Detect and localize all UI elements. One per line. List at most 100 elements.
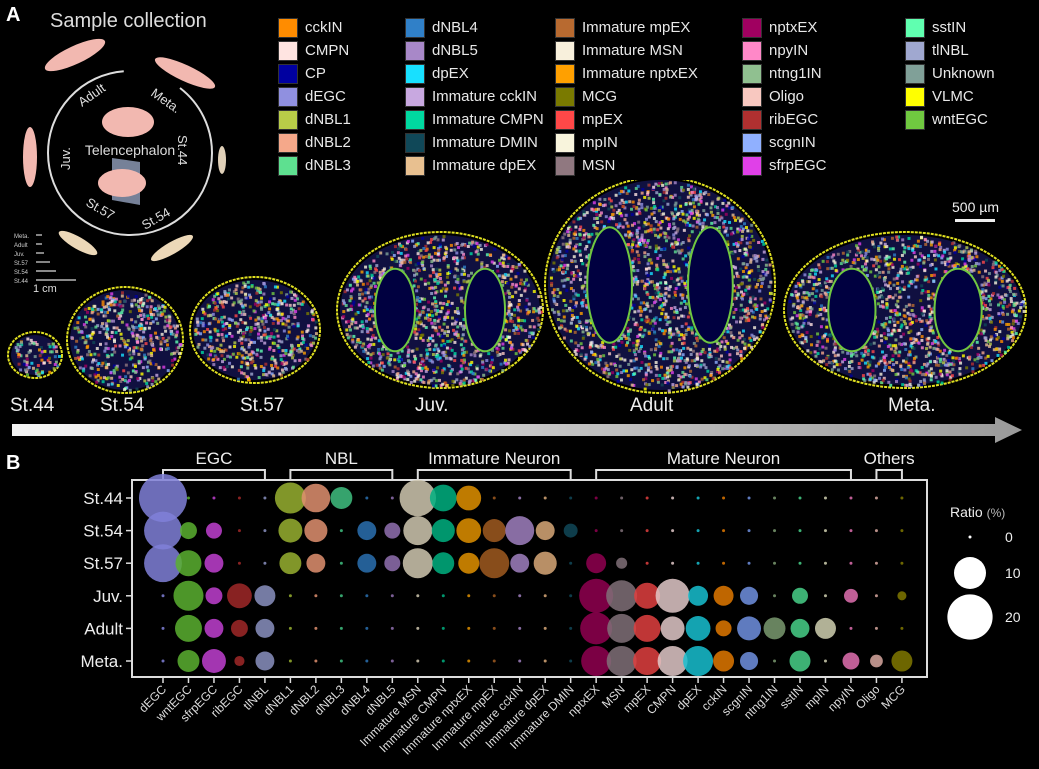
row-label: Meta.	[80, 652, 123, 671]
legend-label: scgnIN	[769, 134, 816, 151]
tissue-section-2	[66, 286, 184, 394]
dot-St.44-dNBL5	[390, 496, 394, 500]
scale-bar-label: 500 µm	[952, 199, 999, 215]
legend-label: MCG	[582, 88, 617, 105]
legend-swatch	[405, 40, 425, 61]
dot-Juv.-nptxEX	[579, 578, 614, 613]
dot-St.44-Immature mpEX	[492, 496, 496, 500]
dot-Meta.-MSN	[606, 645, 637, 677]
dot-St.54-Immature CMPN	[431, 519, 455, 543]
dot-Meta.-MCG	[891, 650, 913, 672]
dot-St.44-Immature MSN	[399, 479, 437, 517]
dot-St.54-Oligo	[874, 529, 878, 533]
dot-St.57-CMPN	[671, 561, 675, 565]
legend-label: ntng1IN	[769, 65, 822, 82]
legend-swatch	[278, 40, 298, 61]
dot-Meta.-nptxEX	[581, 645, 612, 677]
dot-St.54-MCG	[900, 529, 904, 533]
legend-swatch	[278, 86, 298, 107]
axolotl-meta-icon	[154, 57, 216, 89]
legend-swatch	[905, 17, 925, 38]
dot-St.44-Oligo	[874, 496, 878, 500]
stage-label: Adult	[630, 395, 674, 416]
dot-Juv.-Immature MSN	[416, 594, 420, 598]
size-legend-dot	[954, 557, 986, 589]
dot-St.54-tlNBL	[263, 529, 267, 533]
dot-Juv.-dNBL2	[314, 594, 318, 598]
tissue-sections	[7, 180, 1027, 394]
stage-label: Meta.	[888, 395, 936, 416]
group-label: NBL	[325, 449, 358, 468]
dot-Adult-tlNBL	[255, 618, 275, 638]
dot-St.54-dNBL3	[339, 529, 343, 533]
dot-St.54-Immature DMIN	[563, 523, 578, 538]
dot-Juv.-cckIN	[713, 585, 734, 606]
group-label: Others	[864, 449, 915, 468]
row-label: St.57	[83, 554, 123, 573]
group-bracket	[875, 469, 903, 480]
group-label: Mature Neuron	[667, 449, 780, 468]
dot-St.54-mpEX	[645, 529, 649, 533]
dot-St.57-mpIN	[823, 561, 827, 565]
legend-item: dNBL3	[278, 155, 351, 176]
tissue-section-1	[7, 331, 63, 379]
legend-item: dNBL5	[405, 40, 478, 61]
dot-St.57-npyIN	[849, 561, 853, 565]
body-size-scale: Meta. Adult Juv. St.57 St.54 St.44	[14, 234, 76, 285]
legend-label: dNBL3	[305, 157, 351, 174]
meta-label: Meta.	[148, 85, 183, 116]
axolotl-juv-icon	[23, 127, 37, 187]
dot-Meta.-dNBL1	[288, 659, 292, 663]
dot-Meta.-dpEX	[683, 645, 714, 677]
dot-St.57-Immature MSN	[402, 548, 433, 579]
tissue-section-4	[336, 231, 544, 389]
legend-swatch	[278, 109, 298, 130]
dot-Meta.-dNBL3	[339, 659, 343, 663]
dot-St.57-cckIN	[722, 561, 726, 565]
legend-item: Immature nptxEX	[555, 63, 698, 84]
st44-label: St.44	[175, 135, 190, 165]
panel-a-letter: A	[6, 4, 21, 26]
legend-swatch	[278, 17, 298, 38]
dot-St.57-Immature DMIN	[569, 561, 573, 565]
legend-label: Immature mpEX	[582, 19, 691, 36]
legend-label: Immature nptxEX	[582, 65, 698, 82]
plot-frame	[131, 479, 928, 678]
legend-swatch	[405, 17, 425, 38]
dot-Adult-Immature MSN	[416, 626, 420, 630]
dot-Adult-mpEX	[633, 614, 661, 642]
stage-label: St.57	[240, 395, 285, 416]
dot-Meta.-scgnIN	[739, 651, 759, 671]
dot-St.57-Immature nptxEX	[458, 552, 480, 574]
dot-St.54-wntEGC	[180, 522, 197, 540]
dot-Juv.-scgnIN	[739, 586, 759, 605]
dot-Adult-sstIN	[790, 618, 810, 638]
brain-top-icon	[102, 107, 154, 137]
legend-swatch	[555, 109, 575, 130]
dot-St.57-sstIN	[798, 561, 802, 565]
legend-item: Immature dpEX	[405, 155, 536, 176]
dot-Adult-scgnIN	[737, 616, 762, 641]
dot-St.57-dEGC	[144, 544, 182, 583]
dot-St.44-mpIN	[823, 496, 827, 500]
legend-label: npyIN	[769, 42, 809, 59]
dot-Meta.-dNBL5	[390, 659, 394, 663]
tissue-section-6	[783, 231, 1027, 389]
dot-St.44-mpEX	[645, 496, 649, 500]
legend-item: npyIN	[742, 40, 808, 61]
dot-Juv.-dNBL1	[288, 594, 292, 598]
dot-St.44-scgnIN	[747, 496, 751, 500]
legend-swatch	[405, 109, 425, 130]
dot-Adult-Oligo	[874, 626, 878, 630]
dot-Juv.-ribEGC	[227, 583, 252, 609]
row-label: St.44	[83, 489, 123, 508]
dot-Adult-Immature DMIN	[569, 626, 573, 630]
column-label: Oligo	[853, 682, 883, 712]
dot-Meta.-cckIN	[713, 650, 735, 672]
row-label: St.54	[83, 522, 123, 541]
legend-swatch	[405, 132, 425, 153]
legend-label: ribEGC	[769, 111, 819, 128]
legend-label: VLMC	[932, 88, 974, 105]
stage-label: Juv.	[415, 395, 449, 416]
legend-item: Immature MSN	[555, 40, 683, 61]
